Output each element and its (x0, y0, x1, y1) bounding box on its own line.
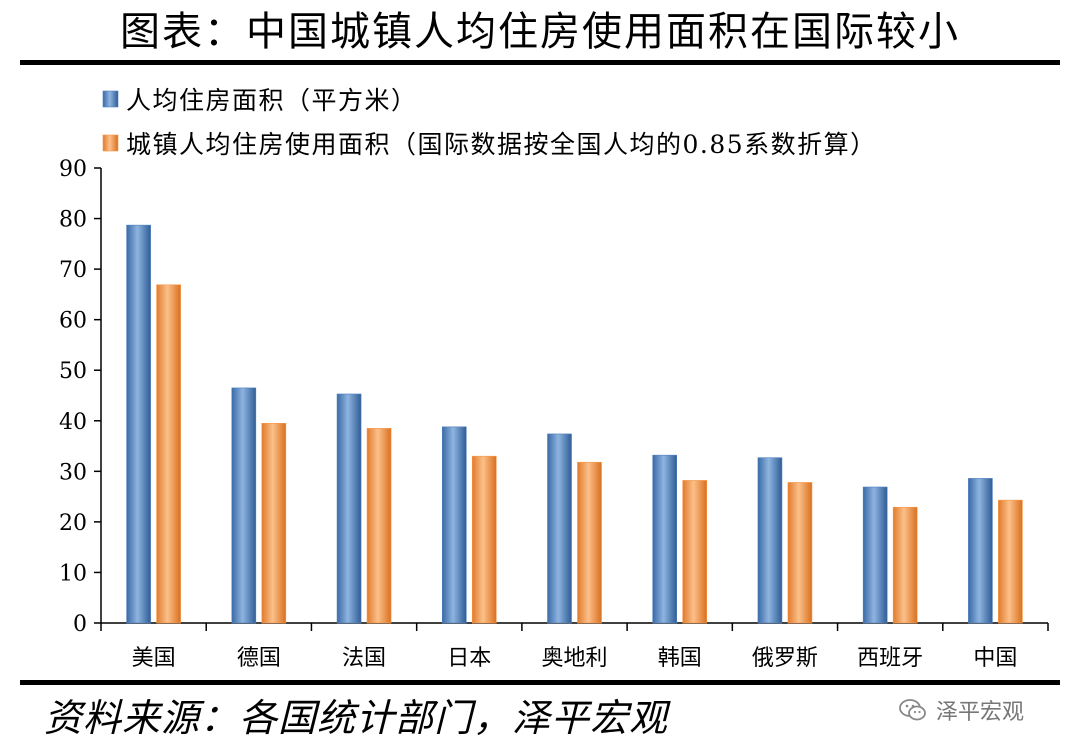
chart-title: 图表：中国城镇人均住房使用面积在国际较小 (120, 9, 960, 55)
bar-series2 (156, 284, 181, 624)
x-tick-label: 韩国 (658, 646, 702, 671)
bar-series2 (366, 428, 392, 624)
y-tick-label: 0 (73, 612, 87, 637)
x-tick-label: 日本 (447, 646, 491, 671)
x-tick-label: 奥地利 (541, 646, 607, 671)
x-tick-label: 中国 (973, 646, 1017, 671)
axes: 0 10 20 30 40 50 60 70 80 90 (59, 157, 1049, 637)
bar-series1 (126, 224, 151, 624)
y-tick-label: 50 (59, 359, 87, 384)
bottom-divider (20, 680, 1060, 685)
bar-series1 (231, 387, 257, 624)
x-tick-label: 西班牙 (857, 646, 923, 671)
bar-series1 (547, 433, 572, 624)
bar-series1 (757, 457, 783, 624)
x-tick-label: 法国 (342, 646, 386, 671)
legend-label-series1: 人均住房面积（平方米） (126, 86, 418, 115)
source-note: 资料来源：各国统计部门，泽平宏观 (44, 696, 669, 740)
bar-series2 (261, 423, 287, 624)
y-tick-label: 30 (59, 460, 87, 485)
y-tick-label: 70 (59, 258, 87, 283)
y-tick-label: 20 (59, 511, 87, 536)
y-tick-label: 60 (59, 309, 87, 334)
bar-series1 (336, 393, 362, 624)
bar-series1 (652, 454, 678, 624)
y-tick-label: 80 (59, 208, 87, 233)
wechat-icon (899, 699, 926, 721)
bar-series2 (998, 499, 1023, 624)
bar-series2 (471, 455, 497, 624)
bar-series2 (577, 461, 602, 624)
legend: 人均住房面积（平方米） 城镇人均住房使用面积（国际数据按全国人均的0.85系数折算… (102, 86, 877, 159)
legend-label-series2: 城镇人均住房使用面积（国际数据按全国人均的0.85系数折算） (126, 130, 877, 159)
bar-series2 (892, 506, 918, 624)
x-tick-label: 美国 (132, 646, 176, 671)
bar-series2 (682, 480, 708, 624)
y-tick-label: 90 (59, 157, 87, 182)
legend-swatch-series2 (102, 134, 119, 152)
bar-series1 (441, 426, 467, 624)
watermark-text: 泽平宏观 (936, 700, 1025, 725)
x-tick-label: 俄罗斯 (752, 646, 818, 671)
x-axis-labels: 美国 德国 法国 日本 奥地利 韩国 俄罗斯 西班牙 中国 (132, 646, 1018, 671)
legend-swatch-series1 (102, 90, 119, 108)
watermark: 泽平宏观 (898, 690, 1024, 730)
bar-chart: 人均住房面积（平方米） 城镇人均住房使用面积（国际数据按全国人均的0.85系数折算… (59, 86, 1049, 671)
bar-series1 (862, 486, 888, 624)
y-tick-label: 40 (59, 410, 87, 435)
top-divider (20, 60, 1060, 65)
bar-series1 (968, 478, 993, 624)
bars (126, 224, 1023, 624)
x-tick-label: 德国 (237, 646, 281, 671)
bar-series2 (787, 482, 813, 624)
y-tick-label: 10 (59, 561, 87, 586)
